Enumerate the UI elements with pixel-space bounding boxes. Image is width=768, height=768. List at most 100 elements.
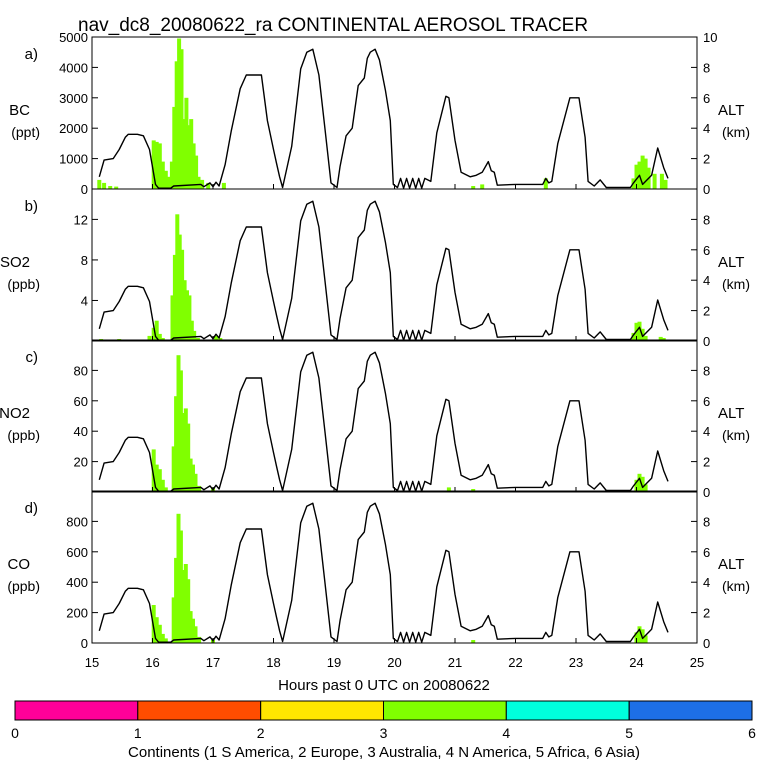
- alt-tick-label: 8: [703, 363, 710, 378]
- bar-so2-s0-21: [214, 335, 218, 341]
- alt-tick-label: 4: [703, 424, 710, 439]
- alt-units-label: (km): [722, 124, 750, 140]
- alt-label: ALT: [718, 254, 744, 271]
- bar-co-s0-14: [193, 626, 198, 643]
- bar-co-s0-8: [178, 530, 183, 643]
- bar-bc-s0-23: [206, 182, 211, 189]
- alt-units-label: (km): [722, 276, 750, 292]
- bar-bc-s0-0: [97, 179, 102, 189]
- x-tick-label: 15: [85, 655, 99, 670]
- alt-tick-label: 8: [703, 514, 710, 529]
- species-label: NO2: [0, 405, 30, 422]
- x-tick-label: 18: [266, 655, 280, 670]
- alt-tick-label: 2: [703, 304, 710, 319]
- bar-bc-s0-12: [174, 61, 179, 189]
- altitude-line: [98, 502, 669, 643]
- colorbar-tick-label: 2: [257, 725, 265, 741]
- bar-bc-s0-32: [643, 158, 648, 189]
- alt-tick-label: 4: [703, 575, 710, 590]
- alt-tick-label: 4: [703, 273, 710, 288]
- alt-units-label: (km): [722, 427, 750, 443]
- colorbar-segment-3: [260, 700, 385, 721]
- colorbar-segment-1: [14, 700, 139, 721]
- colorbar: 0 1 2 3 4 5 6: [11, 700, 756, 741]
- bar-no2-s0-13: [191, 464, 195, 492]
- panel-bc: 0 1000 2000 3000 4000 5000 0 2 4 6 8 10 a) BC (ppt) ALT…: [9, 30, 750, 197]
- bar-co-s0-9: [181, 570, 186, 643]
- bar-bc-s0-34: [652, 173, 657, 189]
- x-tick-label: 16: [145, 655, 159, 670]
- colorbar-segment-2: [137, 700, 262, 721]
- bar-so2-s0-14: [180, 249, 185, 341]
- alt-tick-label: 6: [703, 545, 710, 560]
- bar-bc-s0-16: [184, 97, 189, 189]
- bar-no2-s0-4: [163, 487, 168, 492]
- bar-co-s0-18: [634, 632, 639, 643]
- bar-no2-s0-19: [634, 479, 639, 492]
- bar-bc-s0-6: [157, 143, 162, 189]
- alt-tick-label: 2: [703, 606, 710, 621]
- bar-no2-s0-8: [178, 370, 183, 492]
- x-axis: 15 16 17 18 19 20 21 22 23 24 25: [85, 655, 704, 670]
- alt-units-label: (km): [722, 578, 750, 594]
- bar-co-s0-21: [643, 635, 648, 643]
- alt-tick-label: 4: [703, 121, 710, 136]
- bar-so2-s0-15: [182, 280, 187, 341]
- bar-bc-s0-1: [102, 182, 107, 189]
- bar-co-s0-7: [176, 513, 181, 643]
- colorbar-tick-label: 5: [625, 725, 633, 741]
- y-tick-label: 60: [74, 394, 88, 409]
- colorbar-tick-label: 6: [748, 725, 756, 741]
- bar-bc-s0-25: [471, 186, 476, 189]
- panel-letter: b): [25, 198, 38, 215]
- colorbar-tick-label: 1: [134, 725, 142, 741]
- bar-bc-s0-14: [179, 49, 184, 190]
- bar-so2-s0-5: [147, 335, 152, 341]
- bar-co-s0-4: [163, 638, 168, 643]
- bar-bc-s0-4: [151, 140, 156, 189]
- bar-so2-s0-12: [175, 214, 180, 341]
- bar-bc-s0-2: [108, 186, 113, 189]
- alt-tick-label: 0: [703, 485, 710, 500]
- bar-no2-s0-5: [171, 446, 176, 492]
- bar-no2-s0-10: [183, 408, 188, 492]
- colorbar-segment-5: [505, 700, 630, 721]
- colorbar-label: Continents (1 S America, 2 Europe, 3 Aus…: [128, 744, 640, 761]
- bar-co-s0-1: [154, 617, 159, 643]
- bar-bc-s0-15: [182, 119, 186, 189]
- x-axis-label: Hours past 0 UTC on 20080622: [278, 677, 490, 694]
- y-tick-label: 3000: [59, 91, 88, 106]
- bar-bc-s0-36: [663, 179, 668, 189]
- colorbar-segment-6: [628, 700, 753, 721]
- alt-label: ALT: [718, 405, 744, 422]
- chart-title: nav_dc8_20080622_ra CONTINENTAL AEROSOL …: [78, 15, 588, 36]
- bar-so2-s0-8: [157, 333, 162, 341]
- bar-no2-s0-6: [174, 396, 179, 492]
- bar-no2-s0-21: [640, 476, 645, 492]
- y-tick-label: 12: [74, 212, 88, 227]
- bar-bc-s0-17: [186, 125, 191, 189]
- altitude-line: [98, 200, 669, 341]
- x-tick-label: 21: [448, 655, 462, 670]
- x-tick-label: 22: [508, 655, 522, 670]
- bar-no2-s0-20: [637, 473, 642, 492]
- y-tick-label: 800: [66, 514, 88, 529]
- bar-bc-s0-20: [194, 155, 199, 189]
- bar-bc-s0-27: [543, 178, 548, 189]
- bar-so2-s0-29: [643, 335, 648, 341]
- colorbar-tick-label: 3: [380, 725, 388, 741]
- bar-bc-s0-3: [114, 186, 119, 189]
- alt-tick-label: 0: [703, 182, 710, 197]
- bar-so2-s0-6: [151, 327, 156, 341]
- alt-tick-label: 6: [703, 394, 710, 409]
- y-tick-label: 4: [81, 293, 88, 308]
- bar-so2-s0-25: [631, 332, 636, 341]
- bar-bc-s0-7: [160, 161, 165, 189]
- bar-no2-s0-14: [193, 473, 198, 492]
- x-tick-label: 20: [387, 655, 401, 670]
- bar-so2-s0-10: [170, 295, 175, 341]
- y-tick-label: 20: [74, 455, 88, 470]
- bar-co-s0-11: [186, 579, 191, 643]
- bar-so2-s0-16: [185, 290, 189, 341]
- species-label: BC: [9, 102, 30, 119]
